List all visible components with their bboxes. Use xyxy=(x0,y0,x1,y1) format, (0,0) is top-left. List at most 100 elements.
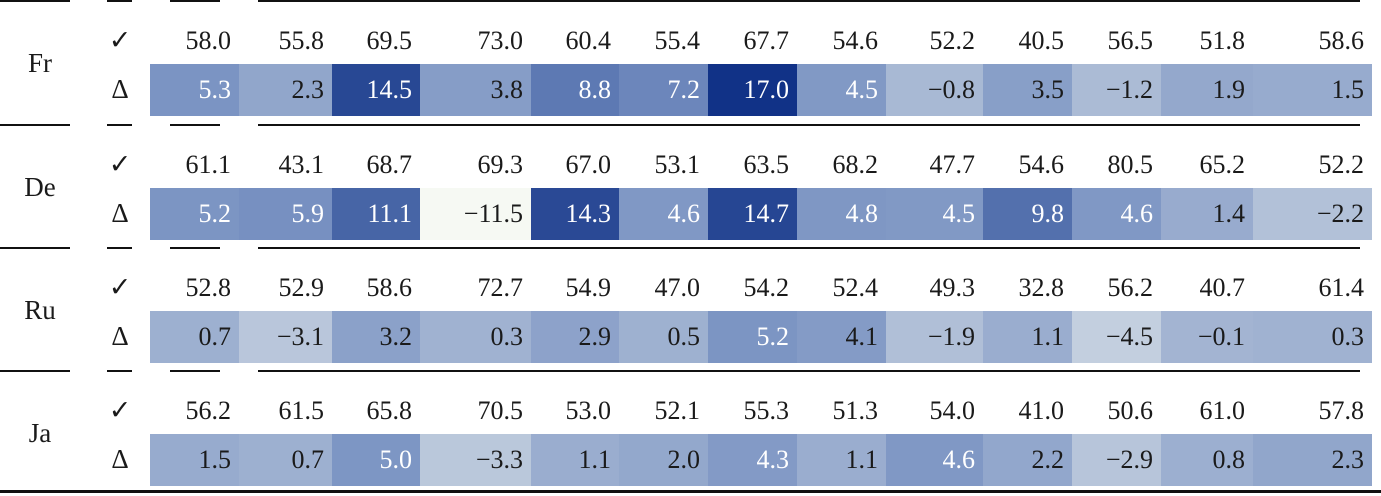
delta-heat-cell: 4.5 xyxy=(797,64,886,116)
group-rule xyxy=(258,247,1360,249)
delta-heat-cell: 4.6 xyxy=(886,434,983,486)
accuracy-cell: 58.6 xyxy=(366,273,413,302)
accuracy-cell: 41.0 xyxy=(1018,396,1065,425)
delta-heat-cell: −4.5 xyxy=(1072,311,1161,363)
accuracy-cell: 55.8 xyxy=(278,26,325,55)
delta-heat-cell: 1.5 xyxy=(150,434,239,486)
delta-heat-cell: −3.3 xyxy=(420,434,531,486)
accuracy-cell: 32.8 xyxy=(1018,273,1065,302)
accuracy-cell: 72.7 xyxy=(477,273,524,302)
accuracy-cell: 61.0 xyxy=(1199,396,1246,425)
accuracy-cell: 68.7 xyxy=(366,150,413,179)
bottom-rule xyxy=(0,490,1381,493)
accuracy-cell: 54.6 xyxy=(832,26,879,55)
accuracy-cell: 40.5 xyxy=(1018,26,1065,55)
accuracy-cell: 47.0 xyxy=(654,273,701,302)
accuracy-cell: 52.2 xyxy=(929,26,976,55)
accuracy-cell: 53.1 xyxy=(654,150,701,179)
accuracy-cell: 56.2 xyxy=(185,396,232,425)
accuracy-cell: 63.5 xyxy=(743,150,790,179)
accuracy-cell: 68.2 xyxy=(832,150,879,179)
accuracy-cell: 53.0 xyxy=(565,396,612,425)
delta-heat-cell: 3.2 xyxy=(332,311,420,363)
accuracy-cell: 69.5 xyxy=(366,26,413,55)
accuracy-cell: 69.3 xyxy=(477,150,524,179)
accuracy-cell: 43.1 xyxy=(278,150,325,179)
delta-heat-cell: 2.0 xyxy=(619,434,708,486)
accuracy-cell: 54.0 xyxy=(929,396,976,425)
delta-marker: Δ xyxy=(111,74,129,104)
delta-heat-cell: 1.1 xyxy=(983,311,1072,363)
delta-heat-cell: 5.9 xyxy=(239,188,332,240)
delta-heat-cell: −2.2 xyxy=(1253,188,1372,240)
delta-heat-cell: 3.8 xyxy=(420,64,531,116)
delta-heat-cell: −0.8 xyxy=(886,64,983,116)
accuracy-cell: 54.9 xyxy=(565,273,612,302)
delta-heat-cell: −0.1 xyxy=(1161,311,1253,363)
accuracy-cell: 65.8 xyxy=(366,396,413,425)
group-rule xyxy=(107,124,132,126)
delta-heat-cell: 5.2 xyxy=(708,311,797,363)
group-rule xyxy=(0,370,70,372)
accuracy-cell: 73.0 xyxy=(477,26,524,55)
accuracy-cell: 58.6 xyxy=(1318,26,1365,55)
delta-heat-cell: 11.1 xyxy=(332,188,420,240)
accuracy-cell: 67.7 xyxy=(743,26,790,55)
delta-heat-cell: 4.8 xyxy=(797,188,886,240)
group-rule xyxy=(107,370,132,372)
delta-heat-cell: 1.4 xyxy=(1161,188,1253,240)
delta-heat-cell: 4.6 xyxy=(1072,188,1161,240)
delta-heat-cell: 0.3 xyxy=(420,311,531,363)
accuracy-marker: ✓ xyxy=(108,25,132,55)
accuracy-cell: 51.8 xyxy=(1199,26,1246,55)
accuracy-cell: 51.3 xyxy=(832,396,879,425)
accuracy-cell: 47.7 xyxy=(929,150,976,179)
group-rule xyxy=(107,247,132,249)
delta-heat-cell: 1.1 xyxy=(531,434,619,486)
accuracy-cell: 61.4 xyxy=(1318,273,1365,302)
accuracy-cell: 49.3 xyxy=(929,273,976,302)
accuracy-cell: 52.4 xyxy=(832,273,879,302)
accuracy-cell: 40.7 xyxy=(1199,273,1246,302)
delta-heat-cell: 1.1 xyxy=(797,434,886,486)
delta-heat-cell: 2.3 xyxy=(1253,434,1372,486)
delta-heat-cell: 17.0 xyxy=(708,64,797,116)
delta-heat-cell: 9.8 xyxy=(983,188,1072,240)
delta-heat-cell: 0.7 xyxy=(150,311,239,363)
delta-heat-cell: 14.7 xyxy=(708,188,797,240)
delta-heat-cell: 1.5 xyxy=(1253,64,1372,116)
delta-heat-cell: 4.3 xyxy=(708,434,797,486)
accuracy-cell: 56.5 xyxy=(1107,26,1154,55)
delta-heat-cell: 8.8 xyxy=(531,64,619,116)
accuracy-cell: 57.8 xyxy=(1318,396,1365,425)
delta-heat-cell: −2.9 xyxy=(1072,434,1161,486)
language-label: Ru xyxy=(24,295,56,325)
delta-heat-cell: 7.2 xyxy=(619,64,708,116)
accuracy-cell: 50.6 xyxy=(1107,396,1154,425)
delta-heat-cell: 4.6 xyxy=(619,188,708,240)
delta-heat-cell: 0.8 xyxy=(1161,434,1253,486)
accuracy-cell: 55.4 xyxy=(654,26,701,55)
delta-heat-cell: 4.5 xyxy=(886,188,983,240)
accuracy-cell: 54.6 xyxy=(1018,150,1065,179)
accuracy-cell: 52.9 xyxy=(278,273,325,302)
delta-heat-cell: 2.3 xyxy=(239,64,332,116)
delta-heat-cell: 2.9 xyxy=(531,311,619,363)
group-rule xyxy=(0,0,70,2)
group-rule xyxy=(0,247,70,249)
delta-heat-cell: 5.2 xyxy=(150,188,239,240)
accuracy-cell: 58.0 xyxy=(185,26,232,55)
accuracy-cell: 65.2 xyxy=(1199,150,1246,179)
delta-marker: Δ xyxy=(111,321,129,351)
delta-heat-cell: −1.2 xyxy=(1072,64,1161,116)
group-rule xyxy=(107,0,132,2)
accuracy-cell: 60.4 xyxy=(565,26,612,55)
group-rule xyxy=(258,124,1360,126)
delta-heat-cell: 0.7 xyxy=(239,434,332,486)
delta-heat-cell: 5.3 xyxy=(150,64,239,116)
delta-marker: Δ xyxy=(111,444,129,474)
delta-heat-cell: −11.5 xyxy=(420,188,531,240)
language-label: Ja xyxy=(28,418,52,448)
accuracy-cell: 52.1 xyxy=(654,396,701,425)
